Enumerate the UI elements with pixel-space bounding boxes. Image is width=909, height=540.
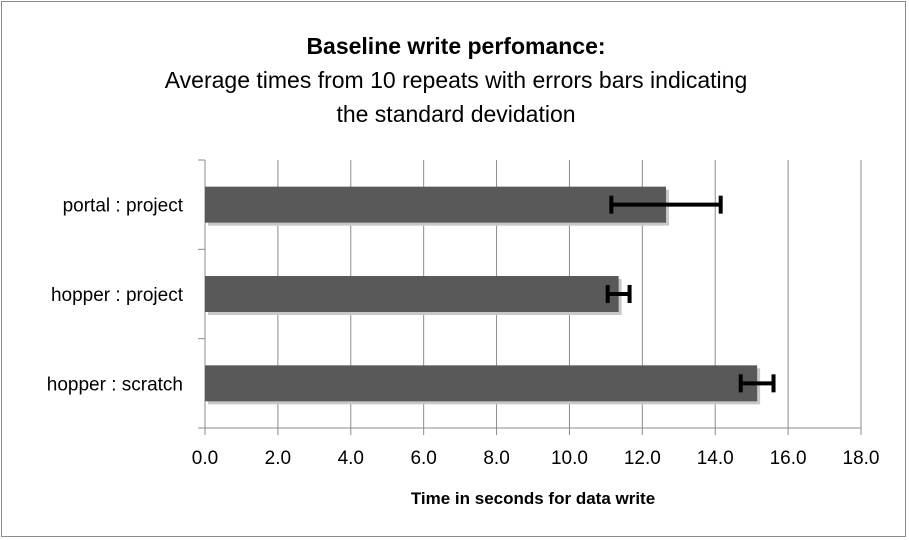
bar-1 — [205, 276, 619, 312]
bar-2 — [205, 365, 758, 402]
category-label-2: hopper : scratch — [47, 374, 183, 395]
x-tick-label-9: 18.0 — [843, 448, 880, 469]
x-tick-label-4: 8.0 — [483, 448, 509, 469]
x-tick-label-6: 12.0 — [624, 448, 661, 469]
x-tick-label-0: 0.0 — [192, 448, 218, 469]
chart-subtitle-line-1: Average times from 10 repeats with error… — [165, 67, 748, 93]
x-tick-label-8: 16.0 — [770, 448, 807, 469]
chart-subtitle-line-2: the standard devidation — [336, 101, 575, 127]
x-tick-label-5: 10.0 — [551, 448, 588, 469]
x-axis-title: Time in seconds for data write — [411, 489, 655, 508]
plot-area: 0.0 2.0 4.0 6.0 8.0 10.0 12.0 14.0 16.0 18.0 porta… — [47, 159, 880, 469]
x-tick-label-1: 2.0 — [265, 448, 291, 469]
x-tick-label-2: 4.0 — [338, 448, 364, 469]
bar-0 — [205, 186, 667, 223]
chart-title: Baseline write perfomance: — [306, 33, 605, 59]
x-tick-label-7: 14.0 — [697, 448, 734, 469]
category-label-0: portal : project — [63, 196, 184, 217]
x-tick-label-3: 6.0 — [410, 448, 436, 469]
category-label-1: hopper : project — [51, 285, 184, 306]
